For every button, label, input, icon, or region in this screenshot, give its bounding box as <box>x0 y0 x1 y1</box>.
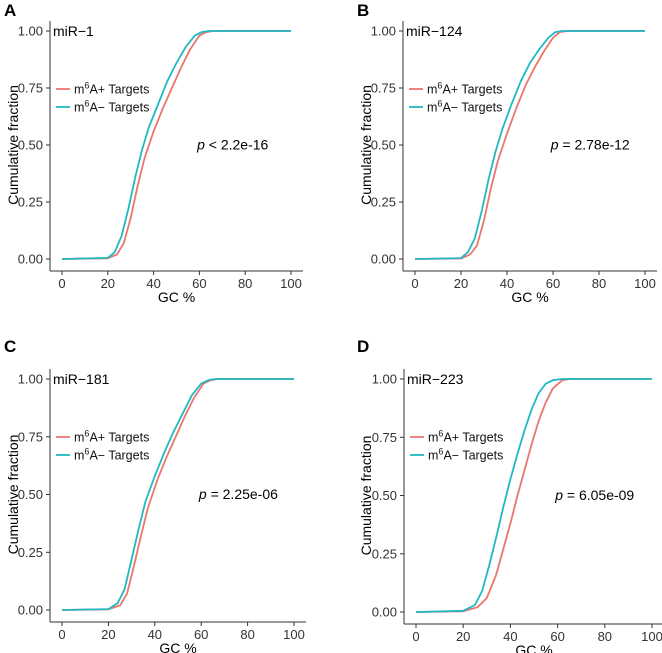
series-line-m6a-negative <box>415 378 652 613</box>
panel-c: C 0.00 0.25 0.50 0.75 1.00 0 20 40 60 80 100 GC % Cum… <box>4 337 306 653</box>
y-tick-label: 1.00 <box>18 372 43 387</box>
legend-item-m6a-negative: m6A− Targets <box>56 99 149 115</box>
x-tick-label: 60 <box>192 276 206 291</box>
y-tick-label: 0.25 <box>371 195 396 210</box>
p-value: p < 2.2e-16 <box>196 137 268 153</box>
y-tick-label: 1.00 <box>18 24 43 39</box>
y-tick-label: 0.75 <box>372 430 397 445</box>
x-tick-label: 20 <box>101 627 115 642</box>
y-tick-label: 0.25 <box>18 545 43 560</box>
y-tick-label: 0.50 <box>18 487 43 502</box>
legend-item-m6a-negative: m6A− Targets <box>410 447 503 463</box>
x-tick-label: 40 <box>146 276 160 291</box>
x-tick-label: 20 <box>456 629 470 644</box>
x-tick-label: 40 <box>148 627 162 642</box>
x-axis-title: GC % <box>159 640 196 653</box>
panel-label: C <box>4 337 16 356</box>
y-tick-label: 0.75 <box>371 81 396 96</box>
legend-item-m6a-positive: m6A+ Targets <box>409 81 502 97</box>
x-axis-title: GC % <box>158 289 195 305</box>
legend-label: m6A+ Targets <box>427 81 502 97</box>
legend-item-m6a-negative: m6A− Targets <box>409 99 502 115</box>
legend-label: m6A− Targets <box>74 447 149 463</box>
series-line-m6a-negative <box>414 30 645 260</box>
series-line-m6a-positive <box>61 378 294 611</box>
legend-item-m6a-negative: m6A− Targets <box>56 447 149 463</box>
series-line-m6a-negative <box>61 30 291 260</box>
p-value: p = 2.25e-06 <box>198 486 278 502</box>
y-tick-label: 0.75 <box>18 429 43 444</box>
panel-label: D <box>357 337 369 356</box>
x-tick-label: 100 <box>280 276 302 291</box>
x-tick-label: 0 <box>412 629 419 644</box>
legend-label: m6A+ Targets <box>74 429 149 445</box>
y-tick-label: 0.00 <box>18 252 43 267</box>
x-axis-title: GC % <box>515 642 552 653</box>
y-tick-label: 0.00 <box>372 605 397 620</box>
y-tick-label: 0.50 <box>372 488 397 503</box>
legend-item-m6a-positive: m6A+ Targets <box>410 429 503 445</box>
series-line-m6a-positive <box>414 30 645 260</box>
legend-item-m6a-positive: m6A+ Targets <box>56 81 149 97</box>
legend-label: m6A− Targets <box>428 447 503 463</box>
x-tick-label: 20 <box>454 276 468 291</box>
y-tick-label: 0.25 <box>372 546 397 561</box>
series-line-m6a-positive <box>61 30 291 260</box>
panel-label: B <box>357 1 369 20</box>
x-axis-title: GC % <box>511 289 548 305</box>
x-tick-label: 80 <box>592 276 606 291</box>
panel-label: A <box>4 1 16 20</box>
p-value: p = 6.05e-09 <box>554 487 634 503</box>
y-tick-label: 0.25 <box>18 195 43 210</box>
x-tick-label: 40 <box>500 276 514 291</box>
x-tick-label: 0 <box>411 276 418 291</box>
x-tick-label: 80 <box>240 627 254 642</box>
x-tick-label: 100 <box>634 276 656 291</box>
plot-title: miR−124 <box>406 23 463 39</box>
legend-item-m6a-positive: m6A+ Targets <box>56 429 149 445</box>
y-axis-title: Cumulative fraction <box>358 85 374 205</box>
legend-label: m6A+ Targets <box>74 81 149 97</box>
plot-title: miR−181 <box>53 371 110 387</box>
x-tick-label: 80 <box>598 629 612 644</box>
plot-title: miR−223 <box>407 371 464 387</box>
x-tick-label: 40 <box>503 629 517 644</box>
y-axis-title: Cumulative fraction <box>5 85 21 205</box>
panel-a: A 0.00 0.25 0.50 0.75 1.00 0 20 40 60 80 100 GC % Cum… <box>4 1 303 305</box>
legend-label: m6A+ Targets <box>428 429 503 445</box>
x-tick-label: 0 <box>58 276 65 291</box>
x-tick-label: 0 <box>58 627 65 642</box>
y-tick-label: 0.50 <box>371 138 396 153</box>
x-tick-label: 100 <box>641 629 662 644</box>
x-tick-label: 60 <box>550 629 564 644</box>
y-axis-title: Cumulative fraction <box>358 436 374 556</box>
legend-label: m6A− Targets <box>74 99 149 115</box>
y-tick-label: 1.00 <box>371 24 396 39</box>
y-axis-title: Cumulative fraction <box>5 435 21 555</box>
plot-title: miR−1 <box>53 23 94 39</box>
legend-label: m6A− Targets <box>427 99 502 115</box>
series-line-m6a-negative <box>61 378 294 611</box>
y-tick-label: 0.75 <box>18 81 43 96</box>
x-tick-label: 100 <box>283 627 305 642</box>
x-tick-label: 80 <box>238 276 252 291</box>
y-tick-label: 0.00 <box>18 603 43 618</box>
x-tick-label: 60 <box>546 276 560 291</box>
p-value: p = 2.78e-12 <box>550 137 630 153</box>
panel-d: D 0.00 0.25 0.50 0.75 1.00 0 20 40 60 80 100 GC % Cum… <box>357 337 662 653</box>
y-tick-label: 0.50 <box>18 138 43 153</box>
y-tick-label: 1.00 <box>372 372 397 387</box>
x-tick-label: 20 <box>101 276 115 291</box>
series-line-m6a-positive <box>415 378 652 613</box>
x-tick-label: 60 <box>194 627 208 642</box>
y-tick-label: 0.00 <box>371 252 396 267</box>
panel-b: B 0.00 0.25 0.50 0.75 1.00 0 20 40 60 80 100 GC % Cum… <box>357 1 657 305</box>
